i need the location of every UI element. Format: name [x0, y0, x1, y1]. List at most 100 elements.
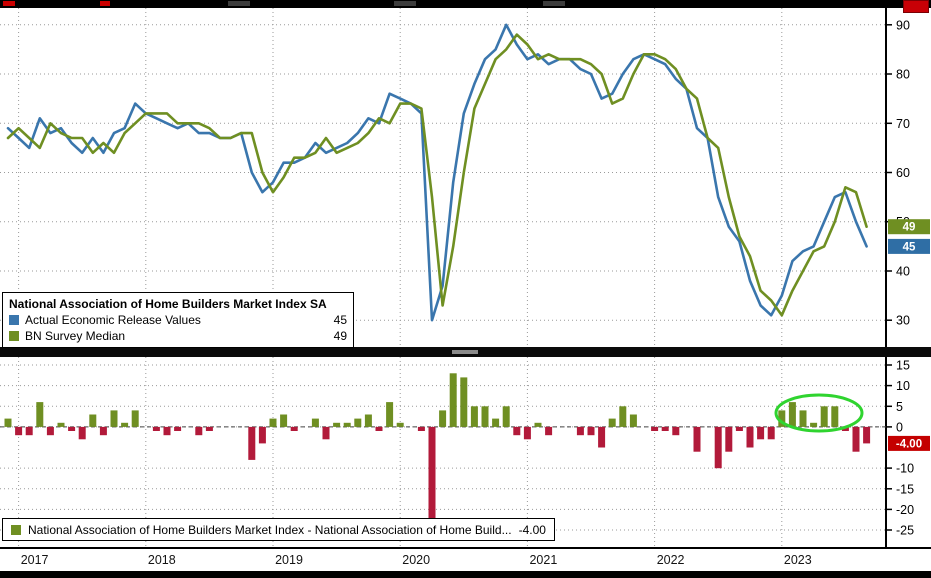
legend-row-actual: Actual Economic Release Values 45 — [9, 312, 347, 328]
surprise-bar — [322, 426, 330, 440]
surprise-bar — [163, 426, 171, 436]
surprise-bar — [121, 422, 129, 427]
top-price-panel[interactable]: 908070605040304945 — [0, 8, 931, 347]
surprise-bar — [354, 418, 362, 427]
survey-series-value: 49 — [333, 329, 347, 343]
surprise-bar — [831, 406, 839, 427]
survey-median-line — [6, 33, 868, 317]
toolbar-dark-mark — [394, 1, 416, 6]
surprise-bar — [863, 426, 871, 444]
surprise-bar — [587, 426, 595, 436]
surprise-bar — [99, 426, 107, 436]
bottom-frame-strip — [0, 571, 931, 578]
surprise-bar — [248, 426, 256, 460]
surprise-bar — [492, 418, 500, 427]
actual-release-line — [6, 23, 868, 322]
separator-drag-handle[interactable] — [452, 350, 478, 354]
top-panel-legend[interactable]: National Association of Home Builders Ma… — [2, 292, 354, 348]
surprise-bar — [725, 426, 733, 452]
toolbar-red-mark — [3, 1, 15, 6]
top-toolbar-strip — [0, 0, 931, 8]
surprise-bar — [439, 410, 447, 427]
surprise-bar — [788, 402, 796, 427]
surprise-bar — [110, 410, 118, 427]
surprise-bar — [311, 418, 319, 427]
surprise-bar — [78, 426, 86, 440]
bottom-tick-label: -25 — [896, 524, 914, 538]
surprise-bar — [841, 426, 849, 431]
year-label: 2021 — [529, 553, 558, 567]
surprise-bar — [131, 410, 139, 427]
actual-value-badge-text: 45 — [903, 241, 916, 253]
surprise-bar — [36, 402, 44, 427]
surprise-bar — [470, 406, 478, 427]
surprise-series-label: National Association of Home Builders Ma… — [28, 522, 512, 537]
surprise-bar — [258, 426, 266, 444]
year-label: 2019 — [275, 553, 303, 567]
surprise-bar — [174, 426, 182, 431]
surprise-bar — [810, 422, 818, 427]
surprise-bar — [152, 426, 160, 431]
surprise-bar — [417, 426, 425, 431]
surprise-bar — [820, 406, 828, 427]
surprise-bar — [767, 426, 775, 440]
toolbar-dark-mark — [543, 1, 565, 6]
surprise-bar — [4, 418, 12, 427]
surprise-bar — [693, 426, 701, 452]
bottom-tick-label: 5 — [896, 400, 903, 414]
surprise-bar — [651, 426, 659, 431]
bottom-tick-label: 15 — [896, 359, 910, 373]
top-tick-label: 70 — [896, 117, 910, 131]
surprise-bar — [333, 422, 341, 427]
actual-series-label: Actual Economic Release Values — [25, 313, 201, 327]
toolbar-red-mark — [100, 1, 110, 6]
bottom-tick-label: 10 — [896, 379, 910, 393]
surprise-bar — [534, 422, 542, 427]
surprise-bar — [375, 426, 383, 431]
surprise-bar — [46, 426, 54, 436]
surprise-bar — [608, 418, 616, 427]
surprise-bar — [68, 426, 76, 431]
surprise-bar — [502, 406, 510, 427]
top-tick-label: 90 — [896, 18, 910, 32]
surprise-bar — [481, 406, 489, 427]
survey-value-badge — [888, 219, 930, 235]
legend-title: National Association of Home Builders Ma… — [9, 297, 327, 311]
x-axis-year-labels: 2017 2018 2019 2020 2021 2022 2023 — [0, 547, 931, 571]
year-label: 2020 — [402, 553, 431, 567]
highlight-ellipse-annotation — [774, 393, 864, 433]
surprise-bar — [576, 426, 584, 436]
surprise-bar — [57, 422, 65, 427]
surprise-bar — [449, 373, 457, 427]
surprise-value-badge-text: -4.00 — [896, 438, 922, 450]
surprise-bar — [523, 426, 531, 440]
surprise-bar — [269, 418, 277, 427]
surprise-bar — [799, 410, 807, 427]
surprise-series-value: -4.00 — [518, 522, 546, 537]
bottom-surprise-panel[interactable]: 15 10 5 0 -10 -15 -20 -25 -4.00 — [0, 357, 931, 547]
surprise-bar — [619, 406, 627, 427]
actual-series-swatch — [9, 315, 19, 325]
top-tick-label: 60 — [896, 166, 910, 180]
surprise-bar — [672, 426, 680, 436]
surprise-bar — [757, 426, 765, 440]
surprise-bar — [396, 422, 404, 427]
surprise-bar — [629, 414, 637, 427]
panel-separator[interactable] — [0, 347, 931, 357]
surprise-value-badge — [888, 435, 930, 451]
surprise-bar — [714, 426, 722, 469]
surprise-bar — [428, 426, 436, 530]
surprise-bar — [746, 426, 754, 448]
year-label: 2018 — [147, 553, 176, 567]
surprise-bar — [25, 426, 33, 436]
year-label: 2017 — [20, 553, 49, 567]
year-label: 2023 — [783, 553, 812, 567]
surprise-series-swatch — [11, 524, 21, 535]
surprise-bar — [195, 426, 203, 436]
actual-value-badge — [888, 238, 930, 254]
bottom-panel-legend[interactable]: National Association of Home Builders Ma… — [2, 518, 555, 541]
actual-series-value: 45 — [333, 313, 347, 327]
surprise-bar — [205, 426, 213, 431]
surprise-bar — [735, 426, 743, 431]
